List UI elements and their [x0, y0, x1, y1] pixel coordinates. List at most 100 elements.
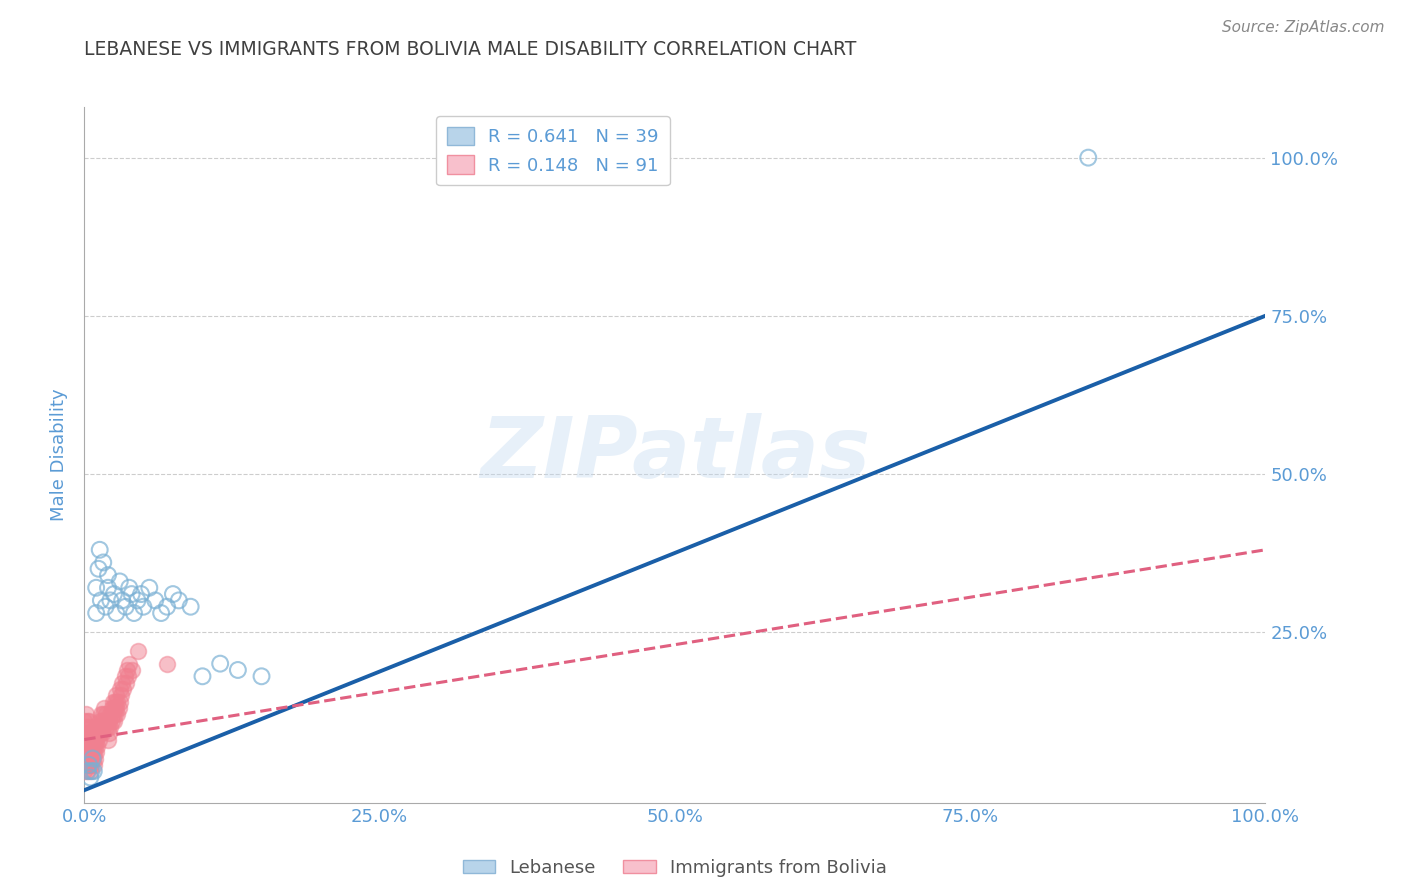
Point [118, 657, 141, 671]
Point [76, 739, 98, 753]
Point [79, 751, 101, 765]
Point [84, 739, 107, 753]
Point [1077, 151, 1099, 165]
Point [75, 757, 97, 772]
Point [79, 764, 101, 779]
Point [84, 751, 107, 765]
Point [87, 562, 110, 576]
Point [107, 701, 129, 715]
Point [191, 669, 214, 683]
Point [115, 663, 138, 677]
Point [97, 720, 120, 734]
Point [104, 707, 127, 722]
Point [75, 745, 97, 759]
Point [84, 606, 107, 620]
Point [80, 757, 103, 772]
Point [98, 720, 121, 734]
Point [111, 593, 134, 607]
Point [94, 720, 117, 734]
Point [138, 581, 160, 595]
Point [77, 726, 100, 740]
Point [86, 739, 108, 753]
Point [84, 726, 107, 740]
Point [89, 542, 111, 557]
Point [83, 757, 105, 772]
Point [111, 675, 134, 690]
Point [84, 732, 107, 747]
Point [108, 574, 131, 589]
Point [90, 593, 112, 607]
Point [94, 707, 117, 722]
Point [98, 593, 121, 607]
Point [73, 751, 96, 765]
Point [84, 720, 107, 734]
Point [76, 714, 98, 728]
Point [93, 714, 115, 728]
Point [121, 663, 143, 677]
Point [76, 726, 98, 740]
Point [107, 695, 129, 709]
Point [82, 751, 104, 765]
Point [167, 593, 190, 607]
Point [77, 720, 100, 734]
Point [76, 764, 98, 779]
Point [76, 751, 98, 765]
Point [98, 707, 121, 722]
Point [156, 599, 179, 614]
Point [209, 657, 232, 671]
Point [77, 732, 100, 747]
Point [117, 669, 139, 683]
Point [101, 707, 124, 722]
Point [80, 764, 103, 779]
Point [250, 669, 273, 683]
Point [93, 701, 115, 715]
Text: Source: ZipAtlas.com: Source: ZipAtlas.com [1222, 20, 1385, 35]
Point [83, 764, 105, 779]
Point [82, 726, 104, 740]
Point [162, 587, 184, 601]
Point [96, 714, 118, 728]
Point [90, 720, 112, 734]
Point [73, 714, 96, 728]
Point [105, 701, 128, 715]
Point [75, 707, 97, 722]
Point [83, 745, 105, 759]
Text: LEBANESE VS IMMIGRANTS FROM BOLIVIA MALE DISABILITY CORRELATION CHART: LEBANESE VS IMMIGRANTS FROM BOLIVIA MALE… [84, 40, 856, 59]
Point [77, 745, 100, 759]
Y-axis label: Male Disability: Male Disability [51, 389, 69, 521]
Point [108, 681, 131, 696]
Point [91, 707, 114, 722]
Point [105, 688, 128, 702]
Point [77, 714, 100, 728]
Point [100, 714, 122, 728]
Point [89, 726, 111, 740]
Point [127, 593, 149, 607]
Point [77, 739, 100, 753]
Point [100, 701, 122, 715]
Point [98, 714, 121, 728]
Point [77, 757, 100, 772]
Point [180, 599, 202, 614]
Point [107, 707, 129, 722]
Point [97, 568, 120, 582]
Point [79, 726, 101, 740]
Point [112, 681, 135, 696]
Point [73, 764, 96, 779]
Point [121, 587, 143, 601]
Point [103, 714, 125, 728]
Point [89, 714, 111, 728]
Point [94, 599, 117, 614]
Point [98, 726, 121, 740]
Point [150, 606, 173, 620]
Point [226, 663, 249, 677]
Point [143, 593, 166, 607]
Point [91, 726, 114, 740]
Point [75, 720, 97, 734]
Point [110, 688, 132, 702]
Point [132, 599, 155, 614]
Point [77, 757, 100, 772]
Point [122, 606, 145, 620]
Point [103, 587, 125, 601]
Point [91, 714, 114, 728]
Point [80, 745, 103, 759]
